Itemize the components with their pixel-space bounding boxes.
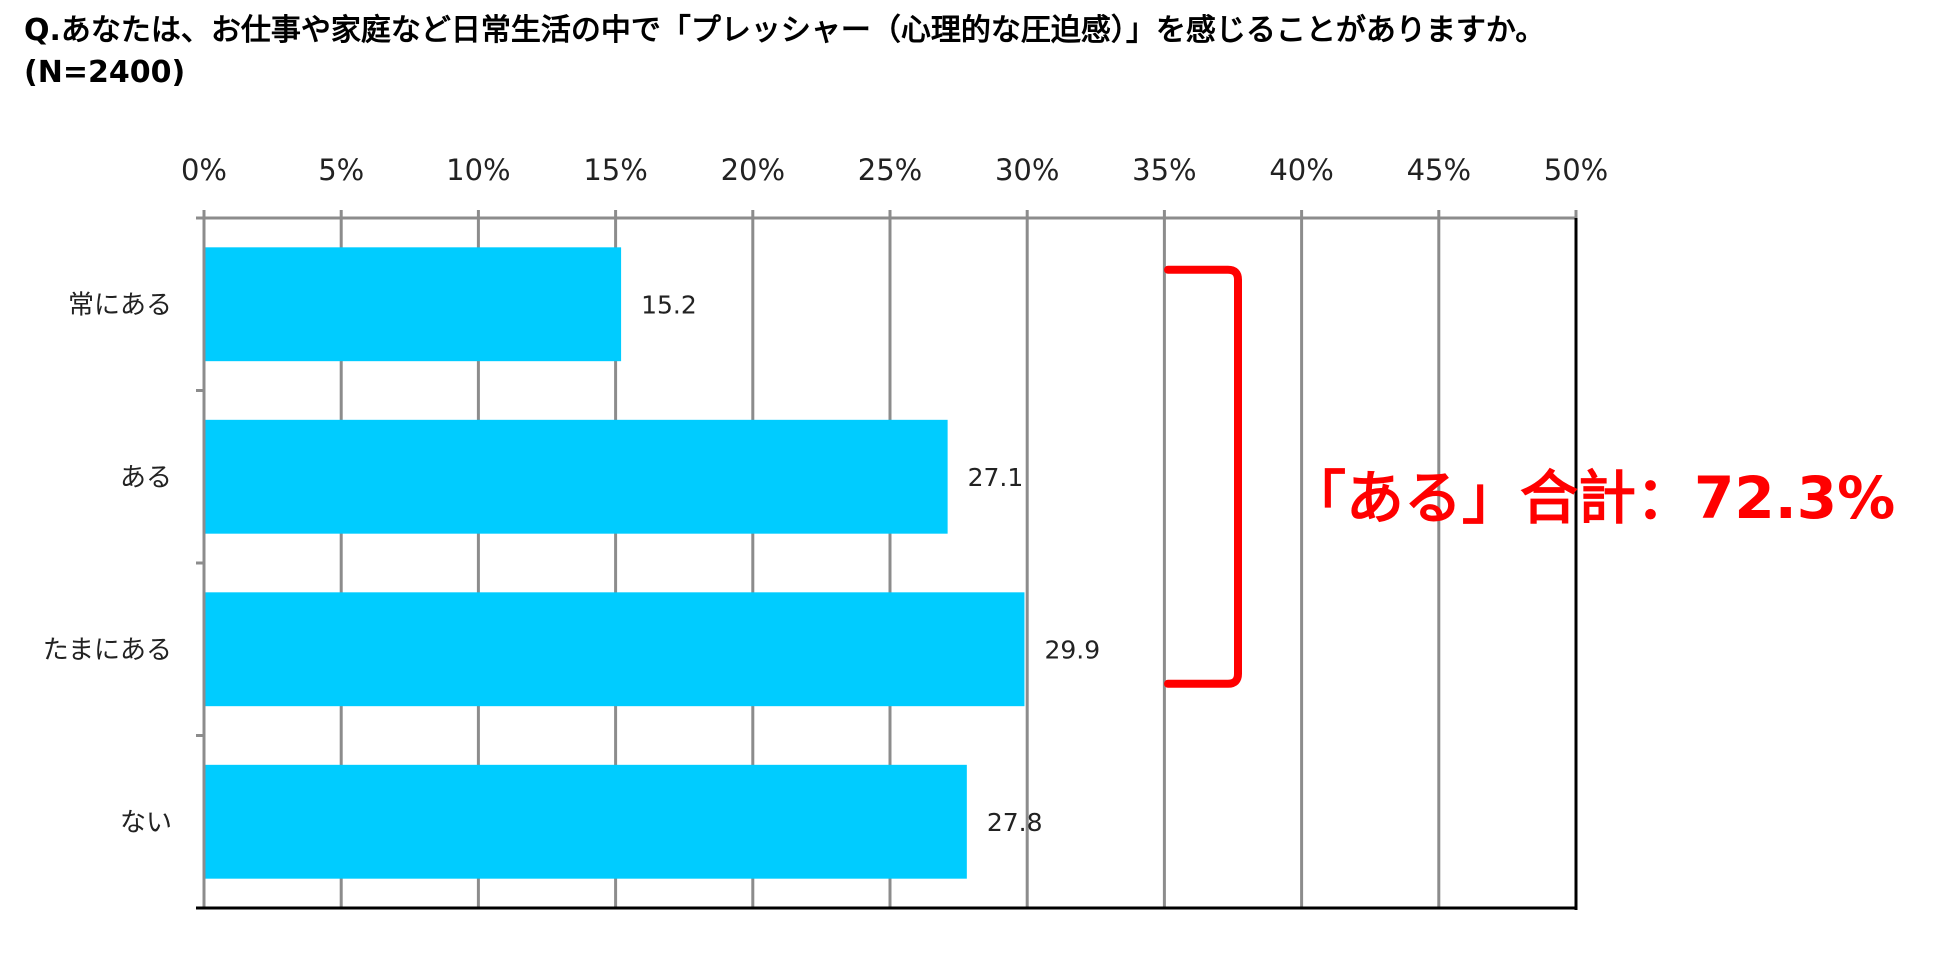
bar xyxy=(204,419,948,534)
bar xyxy=(204,592,1025,707)
x-tick-label: 15% xyxy=(583,153,647,187)
x-tick-label: 50% xyxy=(1544,153,1608,187)
annotation-total-label: 「ある」合計：72.3% xyxy=(1288,464,1895,532)
x-tick-label: 0% xyxy=(181,153,227,187)
bar xyxy=(204,764,967,879)
data-label: 27.1 xyxy=(968,463,1024,492)
x-tick-label: 30% xyxy=(995,153,1059,187)
x-tick-label: 40% xyxy=(1269,153,1333,187)
annotation: 「ある」合計：72.3% xyxy=(1164,265,1895,688)
chart-title: Q.あなたは、お仕事や家庭など日常生活の中で「プレッシャー（心理的な圧迫感）」を… xyxy=(24,10,1924,94)
category-label: ある xyxy=(120,463,172,493)
data-label: 29.9 xyxy=(1044,635,1100,664)
data-label: 15.2 xyxy=(641,290,697,319)
category-label: たまにある xyxy=(43,635,172,665)
annotation-bracket xyxy=(1164,265,1242,688)
bar xyxy=(204,247,622,362)
title-line-1: Q.あなたは、お仕事や家庭など日常生活の中で「プレッシャー（心理的な圧迫感）」を… xyxy=(24,13,1546,48)
axes xyxy=(196,210,1578,910)
x-tick-label: 10% xyxy=(446,153,510,187)
category-label: 常にある xyxy=(68,290,172,320)
category-label: ない xyxy=(120,808,172,838)
x-tick-label: 20% xyxy=(721,153,785,187)
data-labels: 15.2 27.1 29.9 27.8 xyxy=(641,290,1100,837)
x-tick-labels: 0% 5% 10% 15% 20% 25% 30% 35% 40% 45% 50% xyxy=(181,153,1608,187)
x-tick-label: 35% xyxy=(1132,153,1196,187)
bars xyxy=(204,247,1025,879)
x-tick-label: 25% xyxy=(858,153,922,187)
x-tick-label: 5% xyxy=(318,153,364,187)
x-tick-label: 45% xyxy=(1407,153,1471,187)
title-line-2: (N=2400) xyxy=(24,55,186,90)
data-label: 27.8 xyxy=(987,808,1043,837)
